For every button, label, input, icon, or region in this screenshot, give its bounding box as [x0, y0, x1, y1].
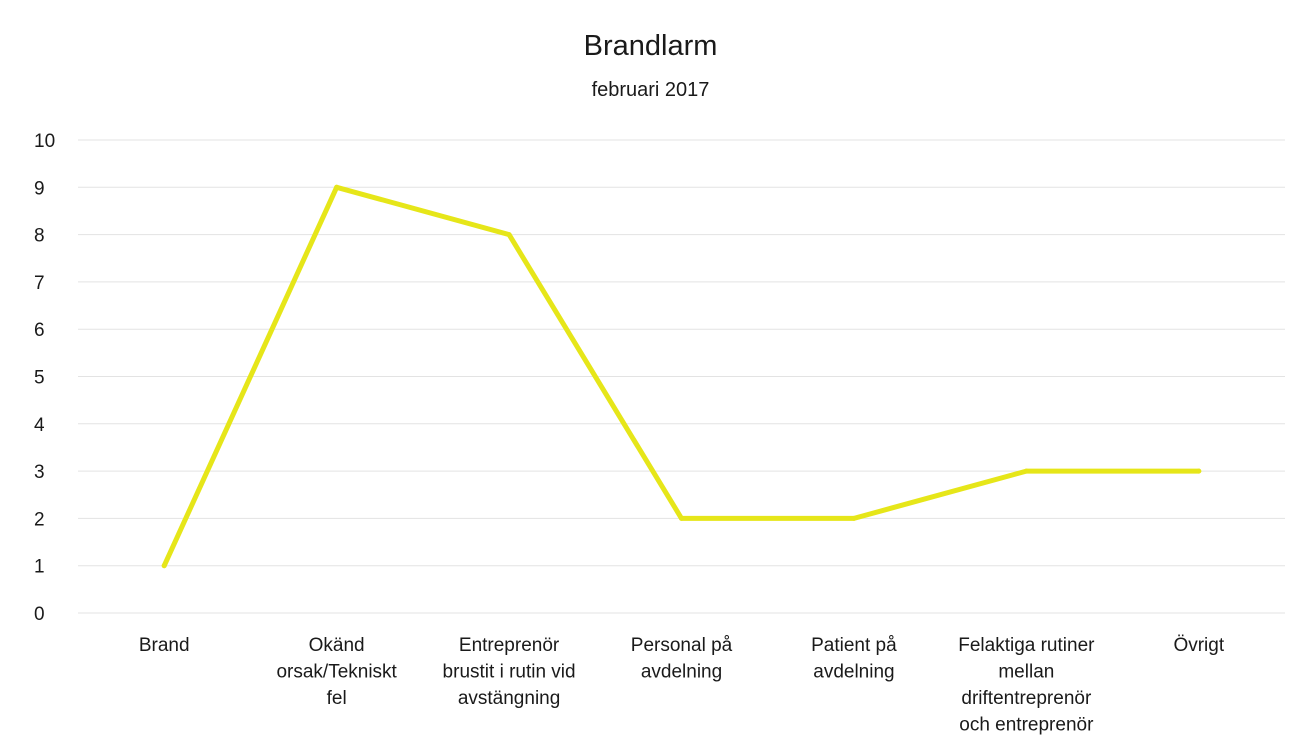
- data-point: [506, 232, 512, 238]
- x-tick-label: Brand: [139, 635, 190, 656]
- x-tick-label-line: Entreprenör: [459, 635, 560, 656]
- x-tick-label: Okänd orsak/Tekniskt fel: [276, 635, 397, 709]
- y-tick-label: 7: [34, 273, 45, 294]
- y-tick-label: 8: [34, 226, 45, 247]
- x-tick-label-line: avstängning: [458, 688, 560, 709]
- x-tick-label-line: Övrigt: [1173, 635, 1224, 656]
- data-point: [679, 515, 684, 521]
- x-tick-label-line: avdelning: [641, 662, 722, 683]
- x-tick-label-line: orsak/Tekniskt: [276, 662, 397, 683]
- data-point: [1023, 468, 1029, 474]
- y-tick-label: 6: [34, 320, 45, 341]
- data-point: [334, 184, 340, 190]
- y-tick-label: 9: [34, 178, 45, 199]
- y-tick-label: 3: [34, 462, 45, 483]
- x-tick-label: Personal på avdelning: [631, 635, 733, 683]
- x-tick-label-line: brustit i rutin vid: [443, 662, 576, 683]
- data-point: [851, 515, 857, 521]
- x-tick-label: Patient på avdelning: [811, 635, 897, 683]
- x-tick-label-line: Patient på: [811, 635, 897, 656]
- y-tick-label: 10: [34, 131, 55, 152]
- x-tick-label-line: Brand: [139, 635, 190, 656]
- y-tick-label: 4: [34, 415, 45, 436]
- x-tick-label-line: Personal på: [631, 635, 733, 656]
- chart-title: Brandlarm: [583, 30, 718, 62]
- x-tick-label: Övrigt: [1173, 635, 1224, 656]
- y-tick-label: 2: [34, 509, 45, 530]
- x-tick-label: Entreprenör brustit i rutin vid avstängnin…: [443, 635, 576, 709]
- data-point: [1196, 468, 1202, 474]
- chart-subtitle: februari 2017: [591, 79, 710, 101]
- x-tick-label-line: driftentreprenör: [961, 688, 1092, 709]
- x-tick-label-line: Felaktiga rutiner: [958, 635, 1095, 656]
- y-tick-label: 5: [34, 368, 45, 389]
- y-tick-label: 0: [34, 604, 45, 625]
- x-tick-label-line: avdelning: [813, 662, 894, 683]
- x-tick-label-line: fel: [327, 688, 347, 709]
- data-point: [161, 563, 167, 569]
- x-tick-label-line: mellan: [998, 662, 1054, 683]
- x-tick-label-line: och entreprenör: [959, 715, 1094, 736]
- x-tick-label: Felaktiga rutiner mellan driftentreprenör o…: [958, 635, 1095, 736]
- x-tick-label-line: Okänd: [309, 635, 365, 656]
- y-tick-label: 1: [34, 557, 45, 578]
